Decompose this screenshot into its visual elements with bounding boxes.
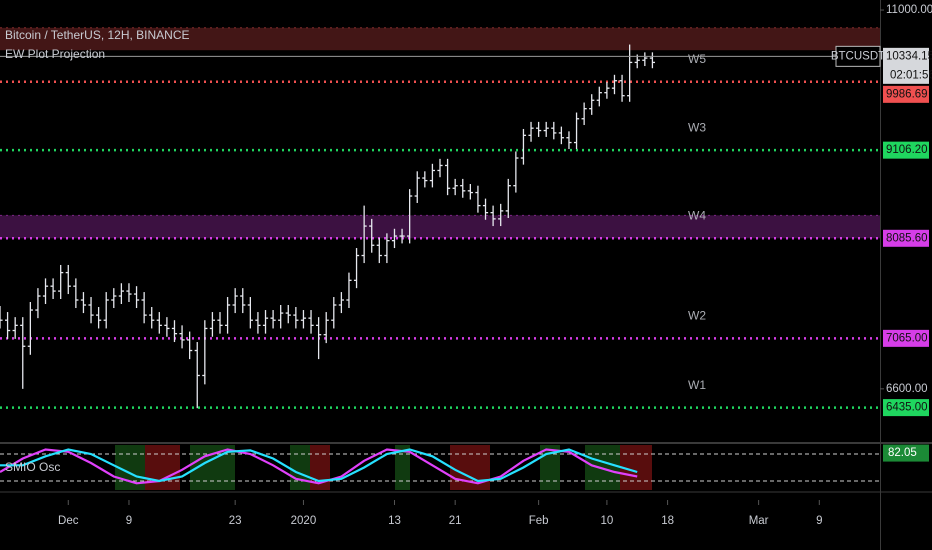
x-tick-label: Dec <box>58 515 79 527</box>
wave-label: W5 <box>688 52 706 66</box>
signal-zone <box>540 445 560 490</box>
level-zone <box>0 215 880 239</box>
symbol-label: BTCUSDT <box>831 50 885 62</box>
marker-label: 82.05 <box>888 447 917 459</box>
price-label-bg <box>883 399 929 417</box>
symbol-bg <box>835 45 881 67</box>
oscillator-title: SMIO Osc <box>5 460 60 474</box>
plot-layer: W5 W3 W4 W2 W1 Dec 9 23 2020 13 21 Feb 10 18 Mar 9 11000… <box>0 4 932 527</box>
y-tick-label: 6600.00 <box>886 383 928 395</box>
price-label: 6435.00 <box>886 402 928 414</box>
x-tick-label: 21 <box>449 515 462 527</box>
price-label: 9106.20 <box>886 144 928 156</box>
x-tick-label: 2020 <box>291 515 317 527</box>
wave-label: W3 <box>688 120 706 134</box>
price-label: 8085.60 <box>886 232 928 244</box>
wave-label: W1 <box>688 378 706 392</box>
signal-zone <box>290 445 310 490</box>
price-label-bg <box>883 85 929 103</box>
price-label: 7065.00 <box>886 332 928 344</box>
level-zone <box>0 27 880 51</box>
x-tick-label: 23 <box>229 515 242 527</box>
price-label-bg <box>883 229 929 247</box>
countdown: 02:01:56 <box>890 69 932 81</box>
price-label: 9986.69 <box>886 88 928 100</box>
price-label-bg <box>883 329 929 347</box>
x-tick-label: 18 <box>661 515 674 527</box>
signal-zone <box>395 445 410 490</box>
wave-label: W4 <box>688 208 706 222</box>
x-tick-label: Feb <box>529 515 549 527</box>
oscillator-line <box>0 448 638 485</box>
marker-label-bg <box>883 444 929 462</box>
indicator-title: EW Plot Projection <box>5 47 105 61</box>
price-label: 10334.15 <box>886 50 932 62</box>
x-tick-label: 9 <box>126 515 132 527</box>
x-tick-label: Mar <box>749 515 769 527</box>
price-label-bg <box>883 47 929 84</box>
x-tick-label: 10 <box>600 515 613 527</box>
chart-title: Bitcoin / TetherUS, 12H, BINANCE <box>5 28 190 42</box>
price-label-bg <box>883 141 929 159</box>
signal-zone <box>450 445 490 490</box>
y-tick-label: 11000.00 <box>886 4 932 16</box>
x-tick-label: 13 <box>388 515 401 527</box>
x-tick-label: 9 <box>816 515 822 527</box>
signal-zone <box>145 445 180 490</box>
oscillator-line <box>0 448 638 483</box>
wave-label: W2 <box>688 309 706 323</box>
